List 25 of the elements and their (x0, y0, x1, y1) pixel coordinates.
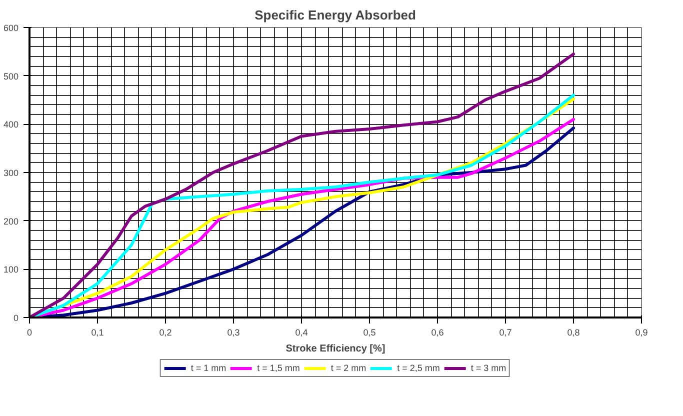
y-tick-label: 400 (3, 120, 19, 130)
x-tick-label: 0,8 (567, 328, 580, 338)
y-tick-label: 200 (3, 216, 19, 226)
x-tick-label: 0,5 (363, 328, 376, 338)
x-tick-label: 0,9 (635, 328, 648, 338)
x-tick-label: 0,7 (499, 328, 512, 338)
y-tick-label: 600 (3, 23, 19, 33)
x-axis-title: Stroke Efficiency [%] (286, 344, 386, 354)
legend-label: t = 1,5 mm (257, 363, 300, 373)
legend-label: t = 2 mm (330, 363, 366, 373)
legend-label: t = 1 mm (190, 363, 226, 373)
y-tick-label: 300 (3, 168, 19, 178)
line-series (30, 52, 575, 318)
chart-title: Specific Energy Absorbed (254, 8, 416, 22)
y-tick-label: 100 (3, 264, 19, 275)
x-tick-label: 0 (26, 328, 32, 338)
y-tick-label: 0 (13, 313, 19, 323)
x-tick-label: 0,2 (159, 328, 172, 338)
x-tick-label: 0,3 (227, 328, 240, 338)
y-tick-label: 500 (3, 71, 19, 82)
x-tick-label: 0,4 (295, 328, 308, 338)
x-tick-label: 0,6 (431, 328, 444, 338)
x-tick-label: 0,1 (91, 328, 104, 338)
legend-label: t = 2,5 mm (397, 363, 440, 373)
legend-label: t = 3 mm (470, 363, 506, 373)
